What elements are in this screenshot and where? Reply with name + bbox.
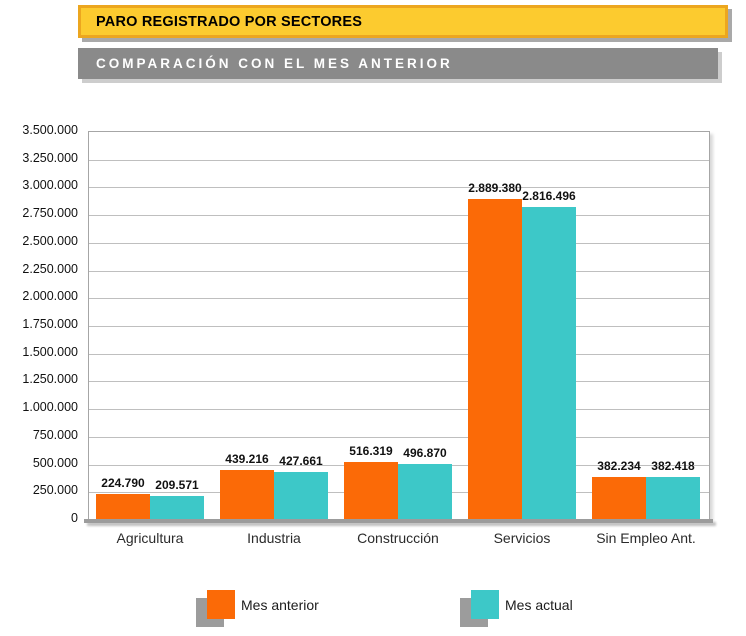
bar-value-label: 439.216 — [225, 452, 269, 467]
bar-value-label: 427.661 — [279, 453, 323, 468]
gridline — [89, 215, 709, 217]
bar-value-label: 224.790 — [101, 476, 145, 491]
bar-mes-actual — [398, 463, 452, 519]
y-axis-tick-label: 2.500.000 — [22, 233, 78, 248]
gridline — [89, 381, 709, 383]
y-axis-tick-label: 1.000.000 — [22, 400, 78, 415]
bar-value-label: 209.571 — [155, 477, 199, 492]
y-axis-tick-label: 2.250.000 — [22, 261, 78, 276]
gridline — [89, 187, 709, 189]
bar-value-label: 2.816.496 — [522, 188, 576, 203]
y-axis-tick-label: 750.000 — [32, 427, 78, 442]
category-label: Construcción — [357, 530, 439, 546]
bar-value-label: 496.870 — [403, 445, 447, 460]
bar-mes-anterior — [468, 198, 522, 519]
bar-mes-actual — [150, 495, 204, 519]
plot-area — [88, 131, 710, 521]
gridline — [89, 242, 709, 244]
category-label: Agricultura — [116, 530, 184, 546]
y-axis-tick-label: 500.000 — [32, 455, 78, 470]
y-axis-tick-label: 2.000.000 — [22, 289, 78, 304]
x-axis-line — [84, 519, 713, 523]
category-label: Servicios — [493, 530, 551, 546]
bar-value-label: 516.319 — [349, 443, 393, 458]
legend-label-mes-actual: Mes actual — [505, 597, 573, 613]
gridline — [89, 159, 709, 161]
bar-mes-anterior — [344, 461, 398, 519]
y-axis-tick-label: 1.750.000 — [22, 317, 78, 331]
subtitle-banner: COMPARACIÓN CON EL MES ANTERIOR — [78, 48, 718, 79]
gridline — [89, 270, 709, 272]
y-axis-tick-label: 1.500.000 — [22, 344, 78, 359]
legend-label-mes-anterior: Mes anterior — [241, 597, 319, 613]
y-axis-tick-label: 250.000 — [32, 483, 78, 498]
page-title: PARO REGISTRADO POR SECTORES — [96, 13, 363, 30]
bar-mes-anterior — [220, 470, 274, 519]
gridline — [89, 409, 709, 411]
bar-value-label: 2.889.380 — [468, 180, 522, 195]
y-axis-tick-label: 1.250.000 — [22, 372, 78, 387]
gridline — [89, 353, 709, 355]
y-axis-tick-label: 3.500.000 — [22, 123, 78, 137]
gridline — [89, 326, 709, 327]
bar-value-label: 382.418 — [651, 458, 695, 473]
y-axis-tick-label: 3.000.000 — [22, 178, 78, 193]
y-axis-tick-label: 2.750.000 — [22, 206, 78, 221]
bar-mes-anterior — [96, 494, 150, 519]
category-label: Industria — [247, 530, 301, 546]
gridline — [89, 436, 709, 438]
bar-mes-anterior — [592, 476, 646, 519]
bar-mes-actual — [522, 206, 576, 519]
y-axis-tick-label: 3.250.000 — [22, 150, 78, 165]
bar-value-label: 382.234 — [597, 458, 641, 473]
bar-mes-actual — [274, 471, 328, 519]
bar-mes-actual — [646, 476, 700, 519]
y-axis-tick-label: 0 — [71, 511, 78, 525]
legend-swatch-mes-anterior — [207, 590, 235, 619]
category-label: Sin Empleo Ant. — [596, 530, 696, 546]
legend-swatch-mes-actual — [471, 590, 499, 619]
page-subtitle: COMPARACIÓN CON EL MES ANTERIOR — [96, 56, 453, 71]
title-banner: PARO REGISTRADO POR SECTORES — [78, 5, 728, 38]
gridline — [89, 298, 709, 300]
